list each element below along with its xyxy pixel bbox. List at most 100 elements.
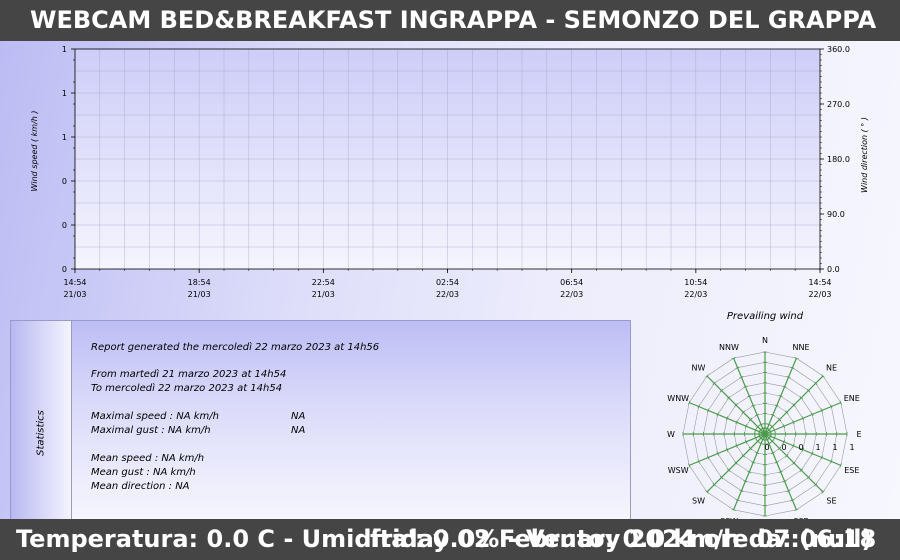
rose-spoke-mark bbox=[839, 400, 842, 405]
rose-spoke-mark bbox=[741, 454, 745, 458]
rose-spoke-mark bbox=[770, 439, 774, 443]
y2-tick-label: 270.0 bbox=[827, 100, 850, 109]
rose-radial-label: 0 bbox=[764, 443, 769, 452]
rose-spoke-mark bbox=[766, 423, 771, 426]
rose-direction-label: WNW bbox=[667, 394, 689, 403]
rose-spoke-mark bbox=[735, 443, 738, 448]
rose-spoke-mark bbox=[782, 424, 786, 429]
wind-charts: 0 0 0 1 1 1 0.0 90.0 180.0 270.0 360.0 14:54 21/03 18… bbox=[30, 45, 869, 519]
rose-spoke-mark bbox=[792, 403, 796, 407]
max-gust: Maximal gust : NA km/h bbox=[91, 425, 211, 436]
rose-spoke-mark bbox=[785, 410, 789, 414]
rose-spoke-mark bbox=[770, 413, 775, 417]
rose-spoke-mark bbox=[744, 424, 748, 429]
rose-direction-label: E bbox=[856, 430, 861, 439]
rose-spoke-mark bbox=[782, 439, 786, 444]
rose-title: Prevailing wind bbox=[726, 311, 804, 322]
rose-radial-label: 0 bbox=[798, 443, 803, 452]
x-tick-date: 22/03 bbox=[808, 290, 831, 299]
rose-spoke-mark bbox=[830, 459, 833, 464]
wind-graph-area: 0 0 0 1 1 1 0.0 90.0 180.0 270.0 360.0 14:54 21/03 18… bbox=[0, 41, 900, 519]
rose-spoke-mark bbox=[785, 454, 789, 458]
weather-readout: Temperatura: 0.0 C - Umidita': 0.0% - Ve… bbox=[16, 525, 873, 553]
rose-spoke-mark bbox=[712, 381, 716, 385]
rose-spoke-mark bbox=[688, 400, 691, 405]
mean-speed: Mean speed : NA km/h bbox=[91, 453, 205, 464]
y2-tick-label: 180.0 bbox=[827, 155, 850, 164]
rose-spoke-mark bbox=[792, 443, 795, 448]
rose-spoke-mark bbox=[766, 442, 771, 445]
x-tick-date: 22/03 bbox=[684, 290, 707, 299]
rose-spoke-mark bbox=[778, 470, 783, 474]
y-tick-label: 1 bbox=[62, 133, 67, 142]
rose-spoke-mark bbox=[748, 446, 753, 451]
rose-direction-label: NW bbox=[692, 364, 706, 373]
rose-spoke-mark bbox=[727, 396, 731, 400]
rose-spoke-mark bbox=[755, 451, 760, 455]
x-tick-time: 14:54 bbox=[808, 278, 831, 287]
rose-spoke-mark bbox=[799, 468, 803, 472]
rose-spoke-mark bbox=[751, 461, 756, 464]
rose-spoke-mark bbox=[716, 451, 719, 456]
rose-spoke-mark bbox=[735, 420, 738, 425]
rose-direction-label: SE bbox=[826, 497, 836, 506]
rose-direction-label: SW bbox=[692, 497, 705, 506]
rose-spoke-mark bbox=[707, 455, 710, 460]
y2-tick-label: 360.0 bbox=[827, 45, 850, 54]
rose-spoke-mark bbox=[794, 508, 799, 511]
rose-spoke-mark bbox=[739, 489, 744, 492]
rose-spoke-mark bbox=[731, 508, 736, 511]
rose-spoke-mark bbox=[811, 451, 814, 456]
prevailing-wind-rose: NNNENEENEEESESESSESSSWSWWSWWWNWNWNNW0001… bbox=[667, 336, 861, 519]
rose-direction-label: W bbox=[667, 430, 675, 439]
x-tick-time: 10:54 bbox=[684, 278, 707, 287]
rose-spoke-mark bbox=[792, 420, 795, 425]
rose-spoke-mark bbox=[747, 394, 752, 398]
y2-axis-label: Wind direction ( ° ) bbox=[860, 117, 869, 193]
rose-spoke-mark bbox=[806, 475, 811, 480]
rose-spoke-mark bbox=[719, 475, 724, 480]
rose-spoke-mark bbox=[743, 385, 748, 388]
rose-spoke-mark bbox=[799, 396, 803, 400]
rose-radial-label: 1 bbox=[849, 443, 854, 452]
rose-spoke-mark bbox=[794, 357, 799, 360]
rose-spoke-mark bbox=[725, 447, 729, 452]
rose-direction-label: SSE bbox=[793, 517, 808, 519]
rose-radial-label: 0 bbox=[781, 443, 786, 452]
rose-spoke-mark bbox=[786, 376, 791, 379]
rose-spoke-mark bbox=[773, 428, 776, 433]
rose-spoke-mark bbox=[774, 461, 779, 464]
rose-spoke-mark bbox=[786, 489, 791, 492]
x-tick-time: 18:54 bbox=[188, 278, 211, 287]
statistics-sidebar: Statistics bbox=[11, 321, 72, 519]
rose-spoke-mark bbox=[759, 423, 764, 426]
rose-spoke-mark bbox=[790, 366, 795, 369]
rose-spoke-mark bbox=[716, 412, 719, 417]
rose-spoke-mark bbox=[739, 376, 744, 379]
rose-spoke-mark bbox=[743, 480, 748, 483]
rose-spoke-mark bbox=[811, 412, 814, 417]
mean-gust: Mean gust : NA km/h bbox=[91, 467, 196, 478]
x-tick-time: 02:54 bbox=[436, 278, 459, 287]
rose-spoke-mark bbox=[705, 374, 709, 378]
y-axis-label: Wind speed ( km/h ) bbox=[30, 110, 39, 191]
wind-speed-chart: 0 0 0 1 1 1 0.0 90.0 180.0 270.0 360.0 14:54 21/03 18… bbox=[30, 45, 869, 299]
rose-spoke-mark bbox=[770, 451, 775, 455]
rose-direction-label: ENE bbox=[844, 394, 860, 403]
rose-spoke-mark bbox=[801, 416, 805, 421]
rose-direction-label: NNW bbox=[719, 343, 739, 352]
timestamp-readout: friday 02 February 2024 ore 07:06:18 bbox=[370, 525, 877, 553]
rose-spoke-mark bbox=[814, 483, 818, 487]
rose-spoke-mark bbox=[773, 435, 776, 440]
rose-spoke-mark bbox=[754, 435, 757, 440]
rose-direction-label: SSW bbox=[720, 517, 738, 519]
x-tick-time: 06:54 bbox=[560, 278, 583, 287]
x-tick-time: 14:54 bbox=[63, 278, 86, 287]
y-tick-label: 1 bbox=[62, 45, 67, 54]
x-tick-date: 21/03 bbox=[188, 290, 211, 299]
rose-spoke-mark bbox=[755, 413, 760, 417]
rose-spoke-mark bbox=[801, 447, 805, 452]
x-tick-date: 22/03 bbox=[436, 290, 459, 299]
rose-spoke-mark bbox=[759, 442, 764, 445]
rose-spoke-mark bbox=[705, 490, 709, 494]
